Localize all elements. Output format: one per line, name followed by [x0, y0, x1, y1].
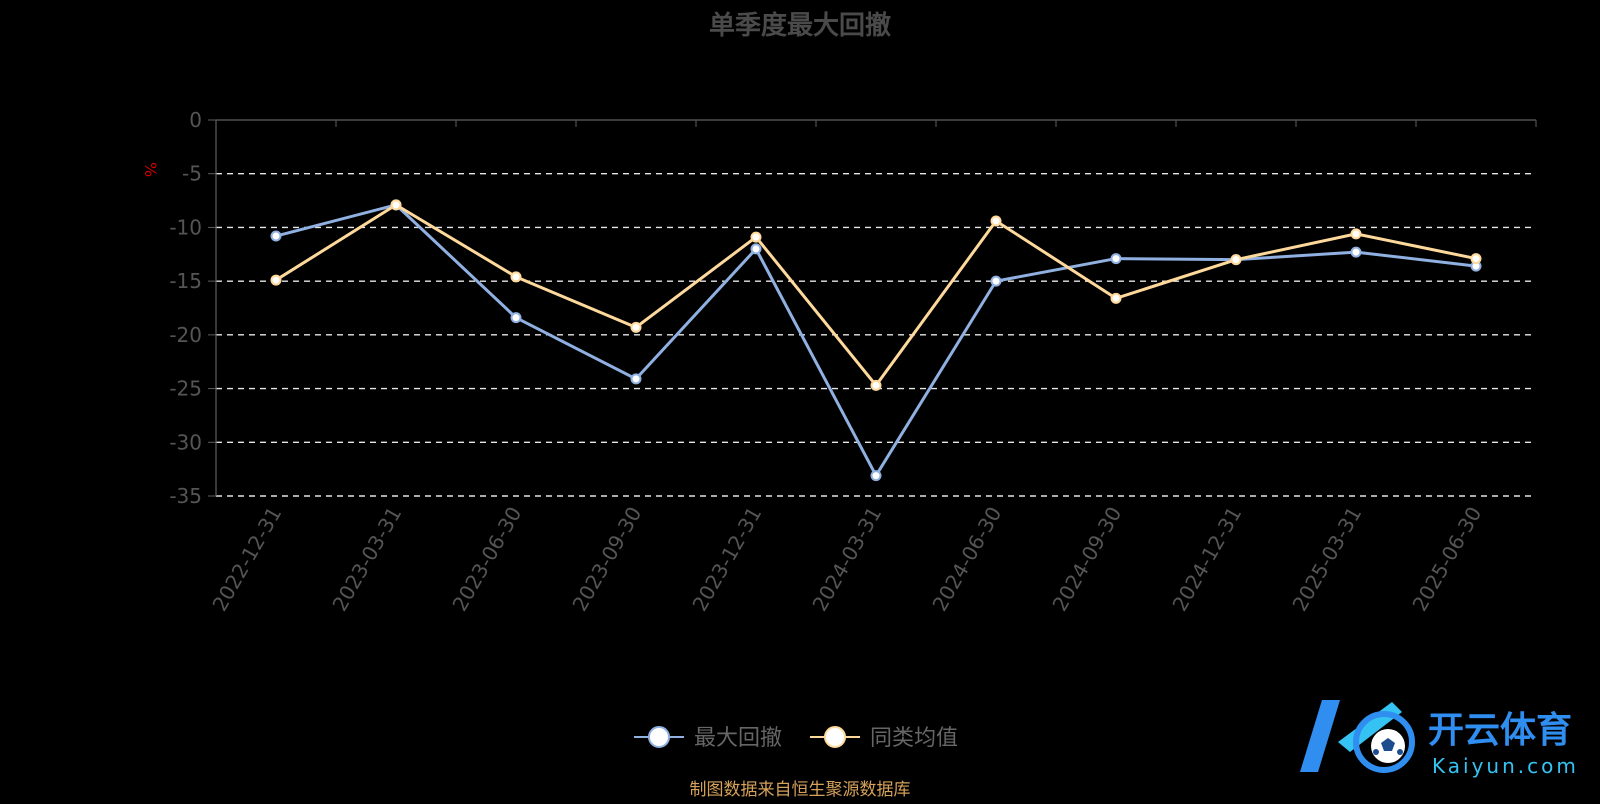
data-point[interactable] — [750, 243, 762, 255]
data-point[interactable] — [870, 379, 882, 391]
data-point[interactable] — [870, 470, 882, 482]
logo-brand-cn: 开云体育 — [1428, 710, 1572, 751]
x-tick-label: 2024-09-30 — [1047, 503, 1126, 616]
logo-ring — [1353, 711, 1415, 773]
y-tick-label: -20 — [169, 323, 202, 347]
x-tick-label: 2022-12-31 — [207, 503, 286, 616]
y-tick-label: -25 — [169, 377, 202, 401]
y-tick-label: -30 — [169, 430, 202, 454]
legend-label: 最大回撤 — [694, 726, 782, 751]
y-axis-label: % — [141, 162, 160, 177]
x-tick-label: 2025-03-31 — [1287, 503, 1366, 616]
y-tick-label: -15 — [169, 269, 202, 293]
legend-item-max-drawdown[interactable]: 最大回撤 — [634, 726, 782, 751]
x-tick-label: 2023-06-30 — [447, 503, 526, 616]
soccer-ball-icon — [1371, 729, 1405, 763]
data-point[interactable] — [990, 275, 1002, 287]
data-point[interactable] — [630, 373, 642, 385]
y-tick-label: -5 — [182, 162, 202, 186]
data-point[interactable] — [270, 274, 282, 286]
y-tick-labels: 0 -5 -10 -15 -20 -25 -30 -35 — [169, 108, 202, 508]
chart-title: 单季度最大回撤 — [709, 10, 891, 41]
y-tick-label: -10 — [169, 215, 202, 239]
x-tick-label: 2023-03-31 — [327, 503, 406, 616]
x-tick-label: 2023-09-30 — [567, 503, 646, 616]
kaiyun-logo: 开云体育 Kaiyun.com — [1300, 700, 1579, 778]
data-point[interactable] — [270, 230, 282, 242]
data-point[interactable] — [1230, 254, 1242, 266]
legend-marker — [648, 726, 670, 748]
series-line — [275, 203, 1477, 387]
y-tick-label: -35 — [169, 484, 202, 508]
legend-label: 同类均值 — [870, 726, 958, 751]
data-point[interactable] — [510, 312, 522, 324]
data-point[interactable] — [390, 199, 402, 211]
x-tick-label: 2024-03-31 — [807, 503, 886, 616]
data-point[interactable] — [1110, 253, 1122, 265]
data-point[interactable] — [1350, 228, 1362, 240]
legend-marker — [824, 726, 846, 748]
legend: 最大回撤 同类均值 — [634, 726, 958, 751]
data-source-footer: 制图数据来自恒生聚源数据库 — [690, 780, 911, 800]
x-tick-labels: 2022-12-31 2023-03-31 2023-06-30 2023-09-30… — [207, 503, 1486, 616]
logo-brand-en: Kaiyun.com — [1432, 754, 1579, 778]
data-point[interactable] — [1350, 246, 1362, 258]
data-point[interactable] — [990, 215, 1002, 227]
data-point[interactable] — [750, 231, 762, 243]
x-tick-label: 2024-12-31 — [1167, 503, 1246, 616]
data-point[interactable] — [510, 271, 522, 283]
data-point[interactable] — [630, 321, 642, 333]
data-point[interactable] — [1470, 253, 1482, 265]
data-point[interactable] — [1110, 292, 1122, 304]
series-lines — [270, 199, 1482, 482]
axes — [208, 119, 1537, 497]
x-tick-label: 2025-06-30 — [1407, 503, 1486, 616]
x-tick-label: 2023-12-31 — [687, 503, 766, 616]
x-tick-label: 2024-06-30 — [927, 503, 1006, 616]
logo-k-mark — [1300, 700, 1340, 772]
legend-item-peer-average[interactable]: 同类均值 — [810, 726, 958, 751]
y-tick-label: 0 — [189, 108, 202, 132]
